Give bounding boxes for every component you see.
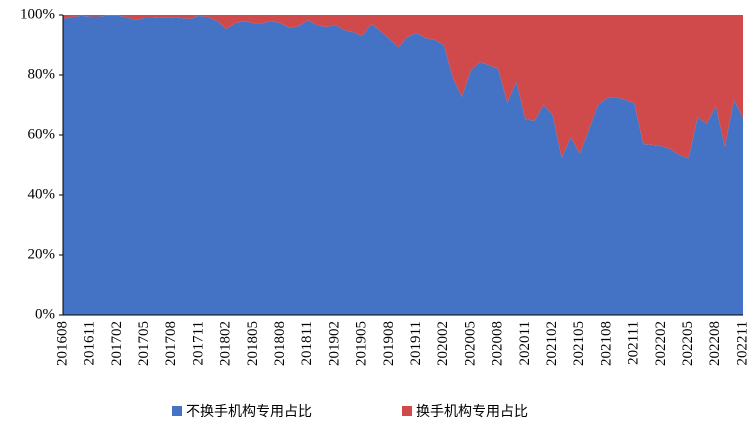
- x-tick-label: 202002: [435, 321, 451, 366]
- x-tick-label: 202008: [490, 321, 506, 366]
- x-tick-label: 201908: [381, 321, 397, 366]
- x-tick-label: 202205: [680, 321, 696, 366]
- y-tick-label: 0%: [35, 306, 55, 322]
- y-tick-label: 40%: [28, 186, 56, 202]
- legend-label: 换手机构专用占比: [416, 403, 528, 420]
- legend-label: 不换手机构专用占比: [186, 403, 312, 420]
- x-tick-label: 202108: [598, 321, 614, 366]
- y-tick-label: 80%: [28, 66, 56, 82]
- x-tick-label: 201808: [272, 321, 288, 366]
- x-tick-label: 201702: [109, 321, 125, 366]
- x-tick-label: 201811: [299, 321, 315, 365]
- x-tick-label: 201711: [190, 321, 206, 365]
- legend-swatch: [172, 406, 182, 416]
- x-tick-label: 202105: [571, 321, 587, 366]
- x-tick-label: 201802: [218, 321, 234, 366]
- x-tick-label: 201608: [54, 321, 70, 366]
- y-tick-label: 20%: [28, 246, 56, 262]
- x-tick-label: 202202: [653, 321, 669, 366]
- x-tick-label: 202011: [517, 321, 533, 365]
- x-tick-label: 201708: [163, 321, 179, 366]
- legend: 不换手机构专用占比 换手机构专用占比: [172, 403, 528, 420]
- y-tick-label: 100%: [20, 6, 55, 22]
- y-tick-label: 60%: [28, 126, 56, 142]
- x-tick-label: 201902: [326, 321, 342, 366]
- legend-swatch: [402, 406, 412, 416]
- x-tick-label: 202211: [734, 321, 750, 365]
- area: [63, 15, 743, 315]
- x-tick-label: 202102: [544, 321, 560, 366]
- x-tick-label: 201611: [82, 321, 98, 365]
- x-tick-label: 202005: [462, 321, 478, 366]
- area: [63, 15, 743, 159]
- x-tick-label: 202208: [707, 321, 723, 366]
- x-tick-label: 201805: [245, 321, 261, 366]
- x-tick-label: 201705: [136, 321, 152, 366]
- x-tick-label: 201905: [354, 321, 370, 366]
- x-tick-label: 202111: [626, 321, 642, 365]
- x-tick-label: 201911: [408, 321, 424, 365]
